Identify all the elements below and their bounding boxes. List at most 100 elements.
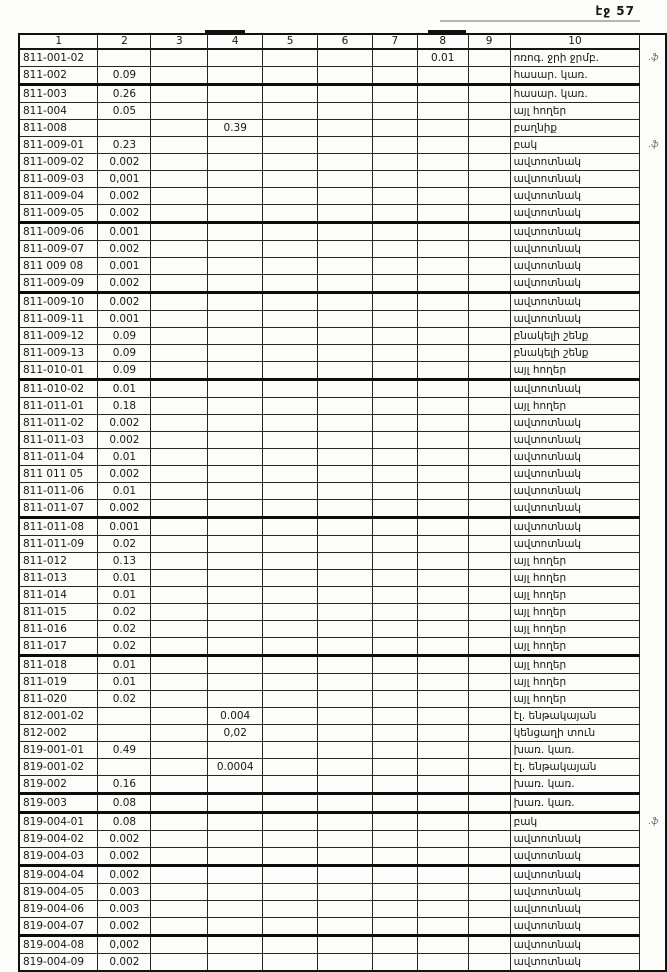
value-cell	[467, 758, 511, 776]
land-use-cell: այլ հողեր	[509, 102, 641, 120]
value-cell	[371, 935, 418, 954]
value-cell	[150, 465, 209, 483]
value-cell	[317, 48, 373, 67]
land-use-cell: բակ	[509, 812, 641, 831]
value-cell	[371, 222, 418, 241]
value-cell	[467, 586, 511, 604]
margin-note	[640, 674, 666, 691]
value-cell: 0.16	[97, 775, 152, 795]
value-cell	[371, 170, 418, 188]
value-cell	[207, 775, 264, 795]
value-cell	[317, 187, 373, 205]
value-cell: 0.09	[97, 344, 152, 362]
value-cell	[317, 84, 373, 103]
column-header: 7	[371, 33, 418, 50]
value-cell	[467, 569, 511, 587]
value-cell	[150, 292, 209, 311]
value-cell	[467, 257, 511, 275]
column-header: 9	[467, 33, 511, 50]
margin-note	[640, 258, 666, 275]
table-row: 819-004-02 0.002 ավտոտնակ	[18, 830, 666, 848]
value-cell	[416, 552, 469, 570]
value-cell	[467, 900, 511, 918]
column-header: 3	[150, 33, 209, 50]
value-cell: 0,002	[97, 935, 152, 954]
value-cell	[150, 775, 209, 795]
value-cell	[317, 499, 373, 519]
value-cell	[416, 535, 469, 553]
value-cell	[371, 361, 418, 381]
value-cell	[262, 690, 319, 708]
value-cell	[150, 586, 209, 604]
value-cell	[416, 883, 469, 901]
land-use-cell: այլ հողեր	[509, 673, 641, 691]
value-cell	[262, 361, 319, 381]
value-cell	[416, 397, 469, 415]
margin-note	[640, 449, 666, 466]
value-cell	[317, 465, 373, 483]
value-cell	[262, 274, 319, 294]
margin-note	[640, 638, 666, 656]
value-cell	[467, 499, 511, 519]
value-cell	[150, 953, 209, 972]
value-cell	[371, 775, 418, 795]
table-row: 811-014 0.01 այլ հողեր	[18, 586, 666, 604]
value-cell	[150, 310, 209, 328]
land-use-cell: հասար. կառ.	[509, 84, 641, 103]
value-cell: 0.23	[97, 136, 152, 154]
value-cell: 0.09	[97, 361, 152, 381]
value-cell	[207, 690, 264, 708]
table-row: 811-019 0.01 այլ հողեր	[18, 673, 666, 691]
value-cell	[467, 222, 511, 241]
table-row: 811-009-07 0.002 ավտոտնակ	[18, 240, 666, 258]
value-cell	[150, 482, 209, 500]
table-row: 811-001-02 0.01 ոռոգ. ջրի ջրմբ. .ֆ	[18, 48, 666, 67]
value-cell	[262, 883, 319, 901]
value-cell	[371, 535, 418, 553]
value-cell: 0.004	[207, 707, 264, 725]
value-cell	[371, 344, 418, 362]
table-row: 819-001-02 0.0004 էլ. ենթակայան	[18, 758, 666, 776]
parcel-code-cell: 811-009-05	[18, 204, 99, 224]
parcel-code-cell: 819-004-07	[18, 917, 99, 937]
value-cell	[416, 812, 469, 831]
value-cell	[467, 673, 511, 691]
margin-note	[640, 936, 666, 954]
table-row: 812-001-02 0.004 էլ. ենթակայան	[18, 707, 666, 725]
value-cell	[207, 48, 264, 67]
value-cell	[207, 361, 264, 381]
value-cell	[416, 724, 469, 742]
parcel-code-cell: 811-020	[18, 690, 99, 708]
value-cell	[317, 741, 373, 759]
value-cell	[207, 66, 264, 86]
land-use-cell: խառ. կառ.	[509, 741, 641, 759]
value-cell	[371, 552, 418, 570]
value-cell	[317, 292, 373, 311]
value-cell	[262, 431, 319, 449]
margin-note	[640, 67, 666, 85]
parcel-code-cell: 819-004-02	[18, 830, 99, 848]
value-cell	[207, 136, 264, 154]
parcel-code-cell: 819-004-05	[18, 883, 99, 901]
margin-note	[640, 794, 666, 813]
value-cell	[467, 637, 511, 657]
value-cell	[262, 586, 319, 604]
table-row: 811-018 0.01 այլ հողեր	[18, 655, 666, 674]
value-cell	[416, 379, 469, 398]
value-cell	[371, 448, 418, 466]
value-cell	[262, 102, 319, 120]
value-cell	[317, 637, 373, 657]
value-cell	[416, 900, 469, 918]
land-use-cell: այլ հողեր	[509, 690, 641, 708]
value-cell	[262, 517, 319, 536]
value-cell	[262, 724, 319, 742]
value-cell	[207, 431, 264, 449]
parcel-code-cell: 811-008	[18, 119, 99, 137]
margin-note	[640, 311, 666, 328]
value-cell: 0,02	[207, 724, 264, 742]
value-cell	[371, 865, 418, 884]
land-use-cell: ավտոտնակ	[509, 499, 641, 519]
land-use-cell: ավտոտնակ	[509, 379, 641, 398]
value-cell	[467, 379, 511, 398]
value-cell	[150, 397, 209, 415]
